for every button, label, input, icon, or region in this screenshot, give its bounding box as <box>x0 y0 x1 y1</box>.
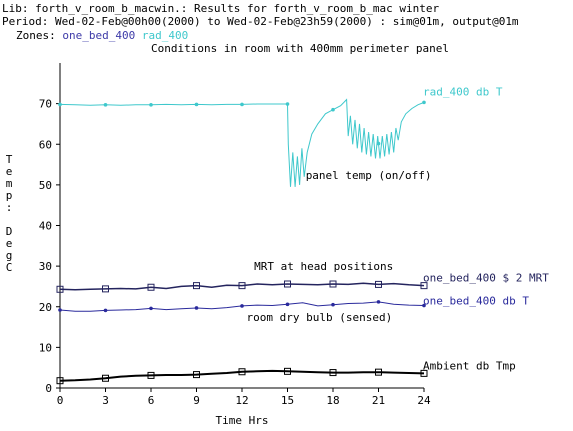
series-marker <box>420 369 428 377</box>
x-tick-label: 24 <box>417 394 431 407</box>
series-marker <box>329 280 337 288</box>
x-tick-label: 15 <box>281 394 294 407</box>
x-tick-label: 18 <box>326 394 339 407</box>
series-marker <box>422 303 426 308</box>
y-tick-label: 50 <box>39 179 52 192</box>
chart-annotation: room dry bulb (sensed) <box>247 311 393 324</box>
series-marker <box>147 283 155 291</box>
header-library-line: Lib: forth_v_room_b_macwin.: Results for… <box>2 2 440 15</box>
chart-title: Conditions in room with 400mm perimeter … <box>151 42 449 55</box>
series-marker <box>147 371 155 379</box>
y-tick-label: 10 <box>39 341 52 354</box>
series-line-4 <box>59 369 425 382</box>
series-marker <box>103 103 108 107</box>
zone-one-bed-400: one_bed_400 <box>62 29 136 42</box>
series-marker <box>329 369 337 377</box>
x-tick-label: 0 <box>57 394 64 407</box>
x-tick-label: 21 <box>372 394 385 407</box>
header-period-line: Period: Wed-02-Feb@00h00(2000) to Wed-02… <box>2 15 519 28</box>
series-label: one_bed_400 $ 2 MRT <box>423 272 549 285</box>
series-line-1 <box>59 98 425 187</box>
series-marker <box>238 282 246 290</box>
y-tick-label: 60 <box>39 138 52 151</box>
series-marker <box>375 368 382 376</box>
series-marker <box>102 285 109 293</box>
series-marker <box>194 102 199 107</box>
series-line-2 <box>59 282 425 291</box>
x-tick-label: 9 <box>193 394 200 407</box>
series-marker <box>240 304 244 308</box>
y-tick-label: 0 <box>45 382 52 395</box>
series-label: one_bed_400 db T <box>423 295 529 308</box>
chart-annotation: panel temp (on/off) <box>306 169 432 182</box>
header-zones-line: Zones: one_bed_400 rad_400 <box>16 29 188 42</box>
x-axis-label: Time Hrs <box>216 414 269 427</box>
series-marker <box>331 302 335 307</box>
y-tick-label: 40 <box>39 220 52 233</box>
series-marker <box>285 102 290 106</box>
y-tick-label: 30 <box>39 260 52 273</box>
series-marker <box>194 306 199 310</box>
series-marker <box>376 300 381 304</box>
series-marker <box>376 141 381 146</box>
series-marker <box>103 308 108 313</box>
zones-label: Zones: <box>16 29 56 42</box>
series-label: Ambient db Tmp <box>423 359 516 372</box>
series-marker <box>149 103 153 107</box>
zone-rad-400: rad_400 <box>141 29 189 42</box>
series-marker <box>102 374 109 382</box>
series-marker <box>284 280 291 288</box>
series-marker <box>58 102 62 107</box>
series-marker <box>375 280 382 288</box>
y-tick-label: 70 <box>39 98 52 111</box>
series-marker <box>56 285 64 293</box>
chart-annotation: MRT at head positions <box>254 260 393 273</box>
series-marker <box>331 107 335 112</box>
series-label: rad_400 db T <box>423 85 503 98</box>
series-marker <box>238 368 246 376</box>
series-marker <box>285 302 290 307</box>
series-marker <box>240 102 244 107</box>
x-tick-label: 12 <box>235 394 248 407</box>
series-marker <box>56 377 64 385</box>
series-marker <box>284 367 291 375</box>
series-marker <box>149 306 153 311</box>
series-marker <box>193 282 200 290</box>
y-tick-label: 20 <box>39 301 52 314</box>
series-marker <box>193 371 200 379</box>
x-tick-label: 6 <box>148 394 155 407</box>
series-marker <box>420 282 428 290</box>
series-marker <box>58 308 62 312</box>
series-marker <box>422 100 426 105</box>
x-tick-label: 3 <box>102 394 109 407</box>
